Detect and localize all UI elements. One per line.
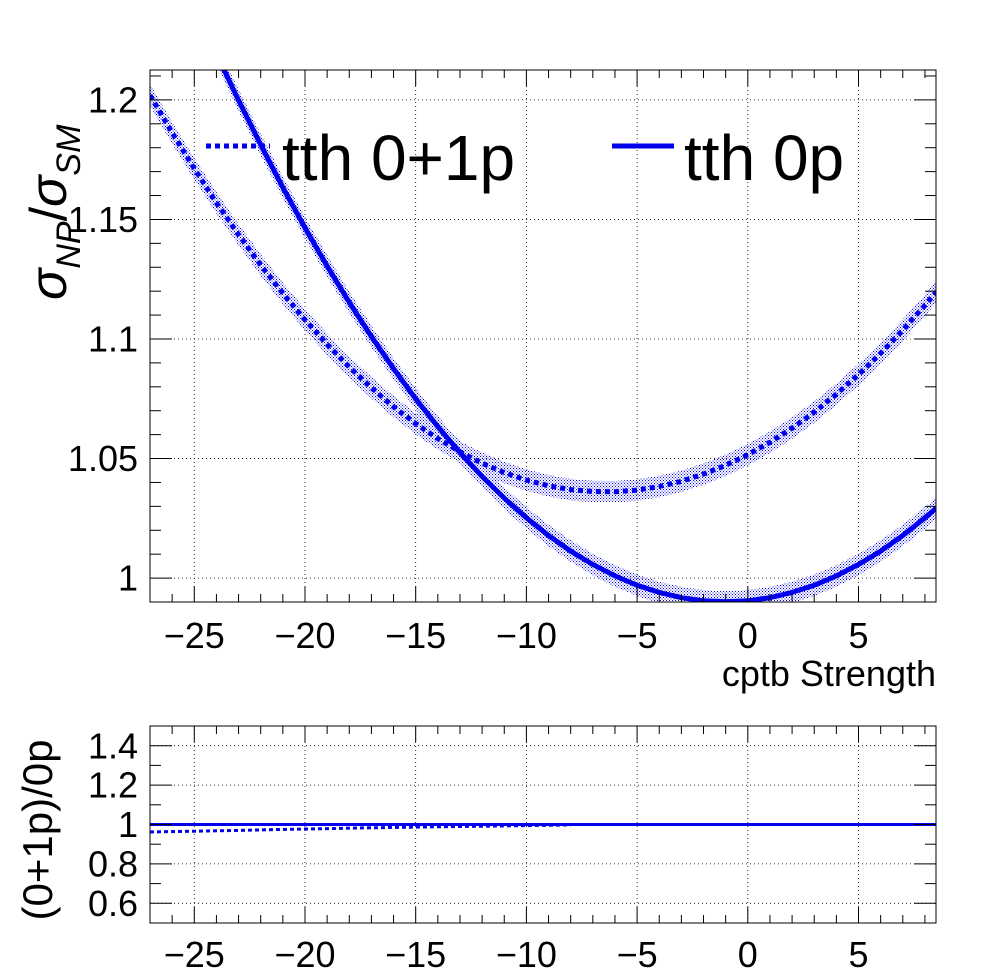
legend: tth 0+1p tth 0p: [206, 122, 844, 194]
y-tick-label: 1.2: [88, 765, 138, 806]
main-axis-ticks: [149, 70, 936, 603]
series-line-1: [150, 93, 936, 495]
y-label-slash: /: [20, 206, 78, 221]
main-uncertainty-bands: [150, 70, 936, 602]
ratio-plot-panel: −25 −20 −15 −10 −5 0 5 0.60.811.21.4 (0+1p)/0p: [14, 725, 937, 972]
y-tick-label: 1.15: [68, 199, 138, 240]
main-series-lines: [150, 70, 936, 602]
x-tick-label: −20: [274, 934, 335, 972]
y-tick-label: 1.05: [68, 438, 138, 479]
x-tick-label: −25: [164, 934, 225, 972]
ratio-y-tick-labels: 0.60.811.21.4: [88, 725, 138, 924]
x-tick-label: −15: [385, 934, 446, 972]
main-y-axis-label: σNP/σSM: [20, 124, 88, 300]
x-tick-label: −15: [385, 615, 446, 656]
uncertainty-band-2: [219, 70, 936, 602]
y-label-sm: SM: [50, 124, 88, 176]
y-tick-label: 0.6: [88, 883, 138, 924]
y-label-np: NP: [50, 221, 88, 269]
y-tick-label: 1: [118, 804, 138, 845]
main-plot-frame: [149, 69, 937, 603]
ratio-axis-ticks: [149, 725, 936, 923]
main-grid: [150, 70, 936, 602]
ratio-x-tick-labels: −25 −20 −15 −10 −5 0 5: [164, 934, 869, 972]
x-tick-label: −25: [164, 615, 225, 656]
ratio-line-1: [150, 823, 571, 834]
main-x-axis-label: cptb Strength: [722, 653, 936, 694]
y-tick-label: 1: [118, 558, 138, 599]
x-tick-label: −10: [496, 934, 557, 972]
x-tick-label: −10: [496, 615, 557, 656]
y-tick-label: 0.8: [88, 844, 138, 885]
ratio-y-axis-label: (0+1p)/0p: [14, 740, 61, 921]
y-label-sigma: σ: [20, 267, 78, 300]
svg-text:σNP/σSM: σNP/σSM: [20, 124, 88, 300]
y-label-sigma-2: σ: [20, 174, 78, 207]
main-x-tick-labels: −25 −20 −15 −10 −5 0 5: [164, 615, 869, 656]
x-tick-label: 5: [848, 934, 868, 972]
series-line-2: [221, 70, 936, 602]
y-tick-label: 1.4: [88, 725, 138, 766]
x-tick-label: 0: [738, 615, 758, 656]
x-tick-label: 5: [848, 615, 868, 656]
x-tick-label: −20: [274, 615, 335, 656]
y-tick-label: 1.2: [88, 79, 138, 120]
main-plot-panel: −25 −20 −15 −10 −5 0 5 1 1.05 1.1 1.15 1.2 cptb St…: [20, 69, 937, 694]
x-tick-label: 0: [738, 934, 758, 972]
x-tick-label: −5: [617, 934, 658, 972]
y-tick-label: 1.1: [88, 319, 138, 360]
legend-label-series-1: tth 0+1p: [282, 122, 515, 194]
ratio-series-lines: [150, 823, 936, 834]
main-y-tick-labels: 1 1.05 1.1 1.15 1.2: [68, 79, 138, 598]
x-tick-label: −5: [617, 615, 658, 656]
legend-label-series-2: tth 0p: [684, 122, 844, 194]
